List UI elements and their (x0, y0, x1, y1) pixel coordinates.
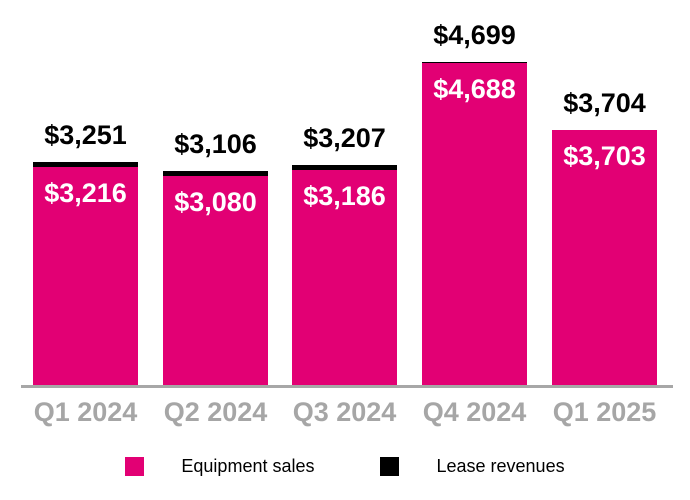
x-tick-label-q1-2025: Q1 2025 (552, 397, 657, 427)
bar-group-q3-2024: $3,207 $3,186 (292, 123, 397, 385)
total-value-label-q2-2024: $3,106 (174, 129, 257, 159)
x-tick-label-q1-2024: Q1 2024 (33, 397, 138, 427)
lease-revenues-segment-q3-2024 (292, 165, 397, 170)
lease-revenues-swatch-icon (380, 457, 400, 476)
lease-revenues-segment-q1-2024 (33, 162, 138, 167)
bar-group-q2-2024: $3,106 $3,080 (163, 129, 268, 385)
legend-label-lease-revenues: Lease revenues (436, 456, 565, 476)
equipment-value-label-q3-2024: $3,186 (303, 181, 386, 211)
equipment-sales-segment-q1-2024: $3,216 (33, 167, 138, 385)
x-tick-label-q3-2024: Q3 2024 (292, 397, 397, 427)
x-tick-label-q4-2024: Q4 2024 (422, 397, 527, 427)
equipment-sales-segment-q1-2025: $3,703 (552, 130, 657, 385)
total-value-label-q1-2025: $3,704 (563, 88, 646, 118)
bar-group-q1-2024: $3,251 $3,216 (33, 120, 138, 385)
equipment-value-label-q2-2024: $3,080 (174, 187, 257, 217)
equipment-sales-segment-q4-2024: $4,688 (422, 63, 527, 385)
lease-revenues-segment-q4-2024 (422, 62, 527, 63)
bar-group-q1-2025: $3,704 $3,703 (552, 88, 657, 385)
legend: Equipment sales Lease revenues (0, 456, 690, 477)
equipment-value-label-q4-2024: $4,688 (433, 74, 516, 104)
x-axis-line (21, 385, 673, 388)
equipment-sales-segment-q3-2024: $3,186 (292, 170, 397, 385)
lease-revenues-segment-q2-2024 (163, 171, 268, 176)
equipment-value-label-q1-2025: $3,703 (563, 141, 646, 171)
legend-item-lease-revenues: Lease revenues (380, 456, 565, 477)
equipment-sales-segment-q2-2024: $3,080 (163, 176, 268, 385)
total-value-label-q3-2024: $3,207 (303, 123, 386, 153)
total-value-label-q1-2024: $3,251 (44, 120, 127, 150)
equipment-sales-swatch-icon (125, 457, 145, 476)
bar-group-q4-2024: $4,699 $4,688 (422, 20, 527, 385)
total-value-label-q4-2024: $4,699 (433, 20, 516, 50)
legend-label-equipment-sales: Equipment sales (181, 456, 315, 476)
legend-item-equipment-sales: Equipment sales (125, 456, 314, 477)
x-tick-label-q2-2024: Q2 2024 (163, 397, 268, 427)
equipment-value-label-q1-2024: $3,216 (44, 178, 127, 208)
